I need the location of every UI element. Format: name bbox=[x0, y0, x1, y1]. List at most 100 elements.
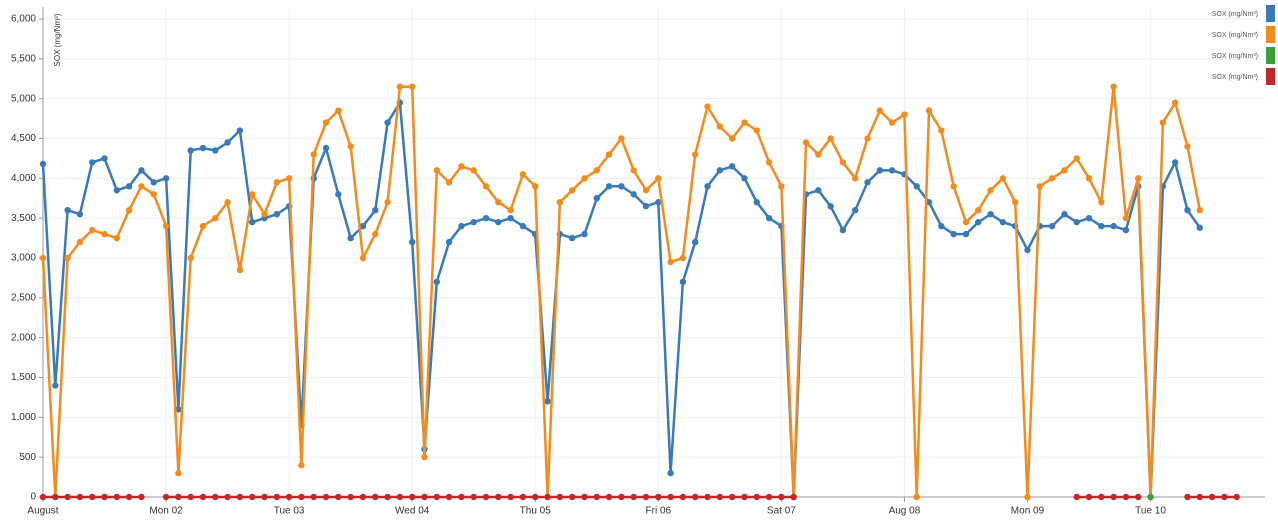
x-tick-label: Mon 09 bbox=[1011, 506, 1045, 517]
data-point bbox=[741, 175, 748, 182]
data-point bbox=[1196, 224, 1203, 231]
legend-swatch bbox=[1266, 5, 1275, 22]
data-point bbox=[507, 493, 514, 501]
data-point bbox=[76, 210, 84, 218]
data-point bbox=[827, 203, 834, 210]
data-point bbox=[765, 493, 773, 501]
data-point bbox=[507, 207, 514, 214]
data-point bbox=[1184, 143, 1191, 150]
data-point bbox=[421, 493, 428, 501]
x-tick-label: Tue 10 bbox=[1135, 506, 1166, 517]
data-point bbox=[236, 266, 244, 274]
data-point bbox=[815, 151, 822, 158]
data-point bbox=[249, 218, 256, 226]
data-point bbox=[249, 493, 256, 501]
data-point bbox=[852, 175, 859, 182]
data-point bbox=[556, 199, 564, 206]
data-point bbox=[125, 493, 133, 501]
data-point bbox=[347, 493, 354, 501]
data-point bbox=[1233, 493, 1240, 501]
data-point bbox=[175, 406, 182, 413]
data-point bbox=[938, 127, 945, 134]
data-point bbox=[815, 187, 822, 194]
x-tick-label: Thu 05 bbox=[520, 506, 552, 517]
data-point bbox=[236, 493, 244, 501]
data-point bbox=[408, 83, 416, 90]
data-point bbox=[433, 278, 440, 286]
data-point bbox=[76, 493, 84, 501]
data-point bbox=[458, 163, 465, 170]
data-point bbox=[728, 493, 736, 501]
data-point bbox=[187, 493, 194, 501]
data-point bbox=[150, 191, 157, 198]
data-point bbox=[52, 493, 59, 501]
data-point bbox=[581, 175, 588, 182]
data-point bbox=[1110, 222, 1117, 230]
data-point bbox=[298, 493, 305, 501]
data-point bbox=[52, 382, 59, 389]
x-tick-label: Mon 02 bbox=[149, 506, 183, 517]
data-point bbox=[519, 493, 527, 501]
data-point bbox=[975, 218, 982, 226]
data-point bbox=[765, 214, 773, 222]
data-point bbox=[162, 493, 170, 501]
data-point bbox=[1098, 493, 1105, 501]
data-point bbox=[310, 493, 317, 501]
data-point bbox=[876, 167, 884, 174]
data-point bbox=[445, 179, 453, 186]
y-tick-label: 5,500 bbox=[11, 53, 36, 64]
data-point bbox=[445, 238, 453, 246]
legend-label: SOX (mg/Nm³) bbox=[1212, 74, 1258, 81]
data-point bbox=[224, 139, 231, 146]
data-point bbox=[864, 135, 871, 142]
data-point bbox=[1196, 493, 1203, 501]
data-point bbox=[39, 160, 47, 168]
data-point bbox=[618, 135, 625, 142]
y-tick-label: 1,500 bbox=[11, 372, 36, 383]
data-point bbox=[1073, 218, 1080, 226]
data-point bbox=[384, 199, 391, 206]
x-tick-label: Fri 06 bbox=[646, 506, 672, 517]
x-tick-label: Sat 07 bbox=[767, 506, 796, 517]
data-point bbox=[372, 493, 379, 501]
data-point bbox=[987, 210, 994, 218]
data-point bbox=[359, 254, 367, 262]
data-point bbox=[1048, 222, 1056, 230]
data-point bbox=[753, 127, 760, 134]
data-point bbox=[1122, 493, 1130, 501]
data-point bbox=[765, 159, 773, 166]
data-point bbox=[778, 183, 785, 190]
data-point bbox=[39, 254, 47, 262]
data-point bbox=[642, 493, 650, 501]
data-point bbox=[704, 183, 711, 190]
y-tick-label: 5,000 bbox=[11, 93, 36, 104]
data-point bbox=[212, 147, 219, 154]
data-point bbox=[384, 119, 391, 126]
data-point bbox=[1110, 83, 1117, 90]
data-point bbox=[532, 183, 539, 190]
data-point bbox=[1221, 493, 1228, 501]
y-tick-label: 2,500 bbox=[11, 292, 36, 303]
data-point bbox=[224, 199, 231, 206]
data-point bbox=[335, 191, 342, 198]
y-tick-label: 3,500 bbox=[11, 213, 36, 224]
legend: SOX (mg/Nm³) SOX (mg/Nm³) SOX (mg/Nm³) SOX … bbox=[1212, 5, 1275, 85]
data-point bbox=[482, 493, 490, 501]
data-point bbox=[175, 469, 182, 477]
legend-swatch bbox=[1266, 26, 1275, 43]
data-point bbox=[1036, 183, 1043, 190]
y-tick-label: 0 bbox=[30, 492, 36, 503]
data-point bbox=[162, 222, 170, 230]
legend-label: SOX (mg/Nm³) bbox=[1212, 32, 1258, 39]
data-point bbox=[125, 207, 133, 214]
data-point bbox=[1073, 493, 1080, 501]
data-point bbox=[753, 199, 760, 206]
data-point bbox=[212, 214, 219, 222]
legend-swatch bbox=[1266, 68, 1275, 85]
data-point bbox=[470, 218, 477, 226]
data-point bbox=[1122, 226, 1130, 234]
data-point bbox=[544, 493, 551, 501]
data-point bbox=[199, 493, 207, 501]
data-point bbox=[1085, 214, 1093, 222]
data-point bbox=[925, 107, 933, 114]
